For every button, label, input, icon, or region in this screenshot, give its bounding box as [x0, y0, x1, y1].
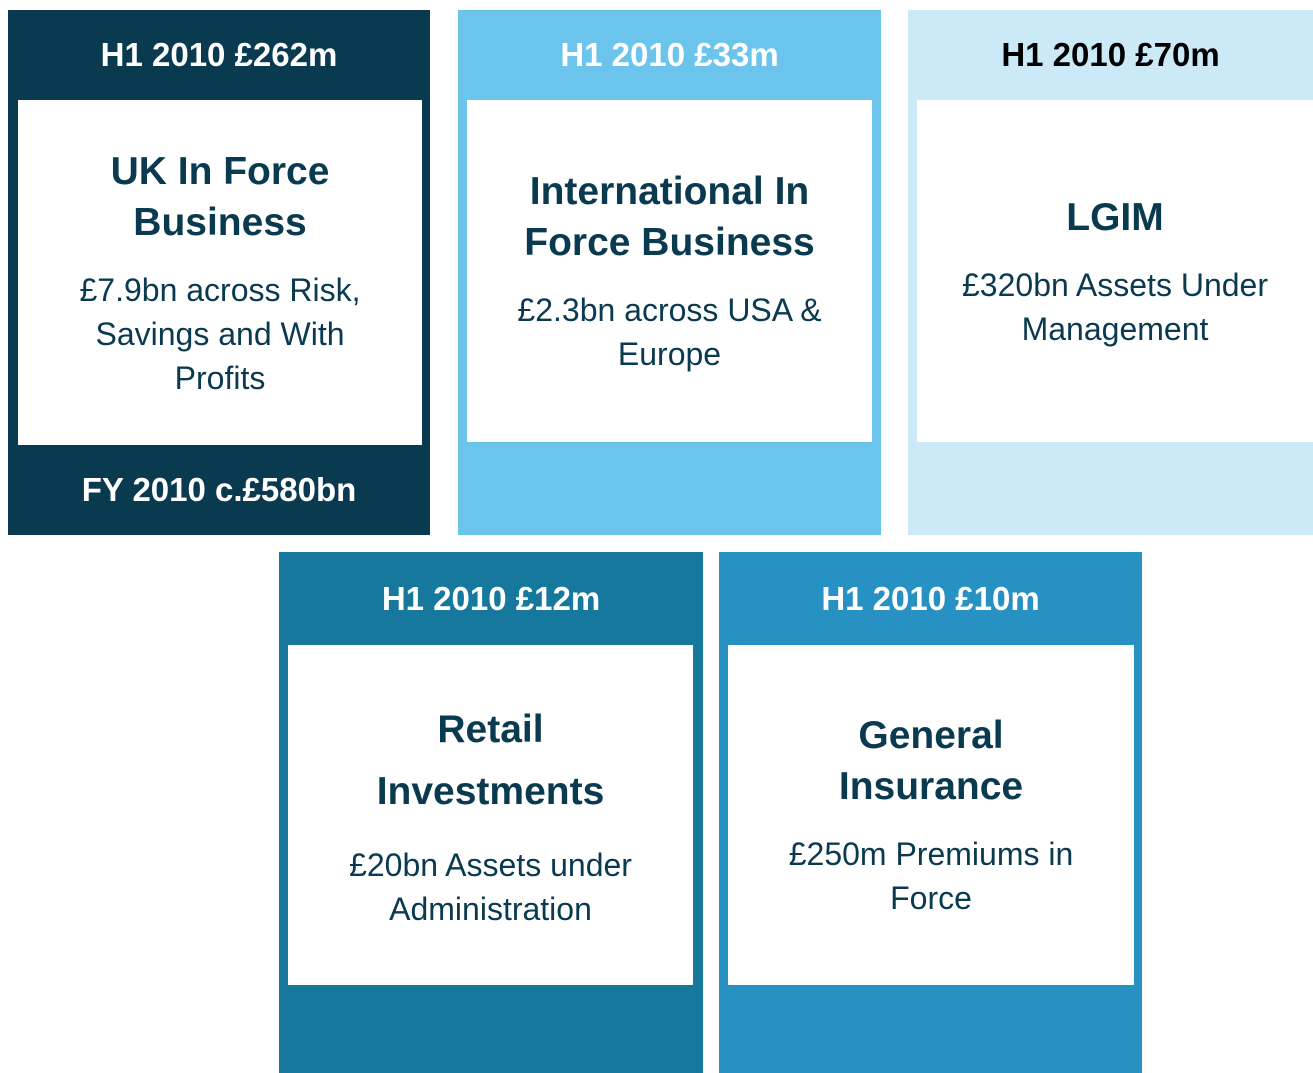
segment-card: H1 2010 £12m Retail Investments £20bn Asset… — [279, 552, 703, 1073]
description-line: Europe — [617, 336, 722, 372]
title-line: Insurance — [838, 765, 1024, 808]
description-line: £20bn Assets under — [349, 847, 632, 883]
title-line: International In — [529, 170, 810, 213]
card-header: H1 2010 £262m — [100, 36, 338, 73]
card-description: £2.3bn across USA & Europe — [517, 288, 821, 376]
card-description: £7.9bn across Risk, Savings and With Profi… — [79, 268, 360, 400]
description-line: Savings and With — [95, 315, 345, 352]
segment-card: H1 2010 £10m General Insurance £250m Premiu… — [719, 552, 1142, 1073]
card-body: LGIM £320bn Assets Under Management — [917, 100, 1313, 442]
title-line: Force Business — [524, 221, 815, 264]
segment-card: H1 2010 £33m International In Force Busine… — [458, 10, 881, 535]
description-line: Force — [890, 880, 972, 916]
description-line: £250m Premiums in — [788, 836, 1074, 872]
card-title: Retail Investments — [377, 699, 605, 823]
segment-card: H1 2010 £70m LGIM £320bn Assets Under Manag… — [908, 10, 1313, 535]
card-body: International In Force Business £2.3bn acr… — [467, 100, 872, 442]
card-header: H1 2010 £10m — [821, 579, 1040, 617]
card-title: International In Force Business — [524, 166, 814, 268]
title-line: General — [858, 714, 1004, 757]
description-line: Profits — [174, 359, 266, 396]
segment-card: H1 2010 £262m UK In Force Business £7.9bn a… — [8, 10, 430, 535]
card-header: H1 2010 £70m — [1001, 36, 1220, 73]
card-body: UK In Force Business £7.9bn across Risk, Sa… — [18, 100, 422, 445]
card-description: £250m Premiums in Force — [789, 832, 1074, 920]
card-body: General Insurance £250m Premiums in Force — [728, 645, 1134, 985]
card-body: Retail Investments £20bn Assets under Admin… — [288, 645, 693, 985]
card-header: H1 2010 £33m — [560, 36, 779, 73]
title-line: Investments — [376, 770, 605, 813]
title-line: LGIM — [1066, 195, 1164, 239]
description-line: £320bn Assets Under — [962, 266, 1268, 303]
card-title: LGIM — [1066, 192, 1163, 243]
title-line: UK In Force — [110, 149, 330, 193]
card-footer: FY 2010 c.£580bn — [81, 471, 357, 508]
title-line: Business — [133, 200, 307, 244]
card-description: £320bn Assets Under Management — [962, 263, 1268, 351]
description-line: Management — [1021, 310, 1209, 347]
description-line: Administration — [389, 891, 592, 927]
card-header: H1 2010 £12m — [381, 579, 601, 617]
card-title: UK In Force Business — [111, 146, 330, 248]
description-line: £7.9bn across Risk, — [79, 271, 361, 308]
card-description: £20bn Assets under Administration — [349, 843, 632, 931]
title-line: Retail — [437, 708, 544, 751]
card-title: General Insurance — [839, 710, 1023, 812]
description-line: £2.3bn across USA & — [517, 292, 822, 328]
